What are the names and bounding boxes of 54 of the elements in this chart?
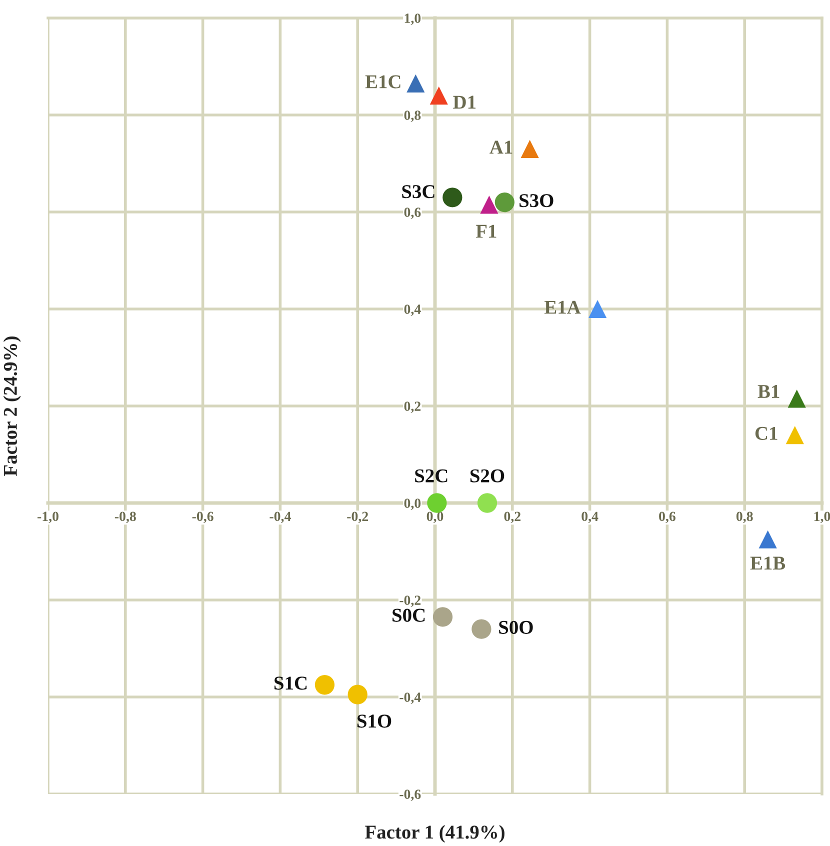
x-tick-label: -0,4	[270, 512, 291, 524]
series-label: C1	[755, 426, 778, 440]
series-label: E1A	[544, 300, 581, 314]
point	[432, 607, 453, 627]
series-label: B1	[758, 385, 780, 398]
series-label: S0C	[392, 608, 425, 622]
point	[442, 188, 462, 208]
y-tick-label: -0,2	[400, 596, 421, 607]
point	[427, 493, 447, 513]
x-tick-label: 0,8	[736, 512, 753, 524]
x-tick-label: 0,6	[659, 512, 676, 524]
y-tick-label: 0,2	[404, 402, 421, 413]
series-label: E1C	[365, 75, 400, 88]
x-axis-title: Factor 1 (41.9%)	[365, 825, 504, 843]
series-label: S3C	[402, 185, 434, 198]
y-axis-title: Factor 2 (24.9%)	[3, 336, 21, 476]
point	[520, 140, 539, 158]
x-tick-label: 0,0	[426, 512, 444, 524]
point	[786, 426, 804, 444]
point	[472, 619, 492, 639]
y-tick-label: 0,8	[404, 110, 421, 122]
y-tick-label: 0,4	[404, 304, 421, 316]
x-tick-label: -0,2	[347, 512, 368, 524]
series-label: D1	[453, 96, 476, 109]
point	[588, 300, 607, 318]
x-tick-label: 0,4	[582, 512, 598, 524]
x-tick-label: -1,0	[38, 512, 58, 524]
series-label: A1	[490, 140, 512, 154]
series-label: S0O	[499, 620, 533, 634]
series-label: S1C	[274, 676, 307, 690]
y-tick-label: 1,0	[404, 14, 421, 25]
y-tick-label: 0,6	[404, 208, 421, 219]
point	[480, 196, 498, 214]
y-tick-label: 0,0	[404, 498, 421, 510]
point	[788, 390, 806, 408]
x-tick-label: 0,2	[504, 512, 520, 524]
series-label: E1B	[750, 556, 786, 570]
y-tick-label: -0,4	[400, 692, 421, 704]
series-label: S3O	[520, 194, 554, 208]
series-label: S2C	[415, 469, 448, 482]
point	[494, 192, 514, 212]
series-label: S2O	[470, 469, 504, 482]
point	[406, 74, 425, 93]
point	[477, 493, 498, 513]
point	[348, 684, 368, 704]
y-tick-label: -0,6	[400, 790, 421, 801]
point	[314, 675, 335, 695]
series-label: F1	[476, 224, 496, 238]
series-label: S1O	[357, 714, 392, 728]
x-tick-label: -0,6	[192, 512, 214, 524]
x-tick-label: 1,0	[814, 512, 830, 524]
x-tick-label: -0,8	[114, 512, 136, 524]
point	[430, 86, 448, 105]
point	[758, 530, 777, 548]
